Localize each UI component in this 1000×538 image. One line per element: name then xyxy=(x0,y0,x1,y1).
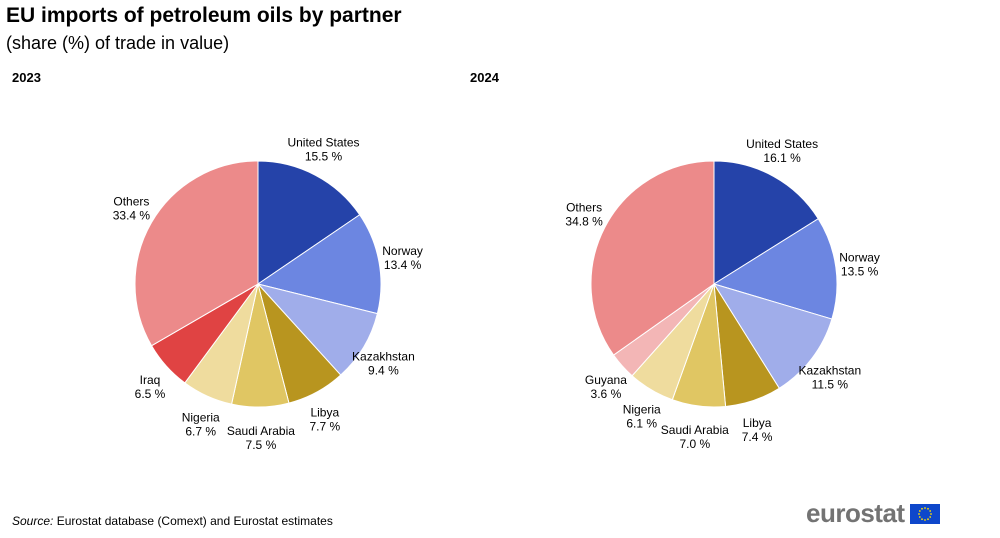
slice-value-2024-united-states: 16.1 % xyxy=(763,151,801,165)
slice-value-2023-iraq: 6.5 % xyxy=(135,387,166,401)
pie-slice-2024-kazakhstan xyxy=(712,283,833,389)
slice-value-2024-guyana: 3.6 % xyxy=(591,387,622,401)
slice-value-2023-libya: 7.7 % xyxy=(309,420,340,434)
slice-label-2023-iraq: Iraq xyxy=(140,373,161,387)
slice-label-2024-norway: Norway xyxy=(839,250,880,264)
pie-slice-2023-others xyxy=(134,160,259,347)
chart-title: EU imports of petroleum oils by partner xyxy=(6,4,402,27)
slice-label-2024-libya: Libya xyxy=(743,416,772,430)
pie-slice-2024-norway xyxy=(712,218,838,320)
slice-value-2023-nigeria: 6.7 % xyxy=(185,424,216,438)
slice-label-2024-saudi-arabia: Saudi Arabia xyxy=(661,423,729,437)
slice-value-2024-libya: 7.4 % xyxy=(742,430,773,444)
slice-label-2023-kazakhstan: Kazakhstan xyxy=(352,349,415,363)
chart-subtitle: (share (%) of trade in value) xyxy=(6,33,230,53)
slice-label-2024-nigeria: Nigeria xyxy=(623,402,661,416)
slice-label-2023-norway: Norway xyxy=(382,244,423,258)
source-note: Source: Eurostat database (Comext) and E… xyxy=(12,514,333,528)
slice-label-2024-kazakhstan: Kazakhstan xyxy=(798,364,861,378)
source-text: Eurostat database (Comext) and Eurostat … xyxy=(56,514,333,528)
slice-value-2024-nigeria: 6.1 % xyxy=(626,416,657,430)
pie-slice-2024-united-states xyxy=(713,160,819,285)
slice-value-2023-norway: 13.4 % xyxy=(384,258,422,272)
eu-flag-icon xyxy=(910,504,940,524)
pie-slice-2024-others xyxy=(590,160,715,356)
slice-value-2024-kazakhstan: 11.5 % xyxy=(812,378,849,392)
pie-slice-2023-united-states xyxy=(257,160,361,285)
slice-value-2023-others: 33.4 % xyxy=(113,209,151,223)
slice-label-2023-others: Others xyxy=(113,195,149,209)
slice-value-2023-saudi-arabia: 7.5 % xyxy=(246,438,277,452)
slice-label-2023-saudi-arabia: Saudi Arabia xyxy=(227,424,295,438)
slice-label-2024-others: Others xyxy=(566,201,602,215)
slice-label-2023-nigeria: Nigeria xyxy=(182,410,220,424)
pie-slice-2023-norway xyxy=(256,214,382,315)
slice-label-2023-united-states: United States xyxy=(287,136,359,150)
slice-value-2023-united-states: 15.5 % xyxy=(305,150,343,164)
slice-value-2024-norway: 13.5 % xyxy=(841,264,879,278)
pie-title-2023: 2023 xyxy=(12,70,41,85)
slice-value-2024-others: 34.8 % xyxy=(565,215,603,229)
pie-title-2024: 2024 xyxy=(470,70,499,85)
slice-label-2024-guyana: Guyana xyxy=(585,373,627,387)
slice-label-2023-libya: Libya xyxy=(310,406,339,420)
slice-value-2024-saudi-arabia: 7.0 % xyxy=(679,437,710,451)
logo-text: eurostat xyxy=(806,498,905,528)
source-label: Source: xyxy=(12,514,54,528)
slice-label-2024-united-states: United States xyxy=(746,137,818,151)
slice-value-2023-kazakhstan: 9.4 % xyxy=(368,363,399,377)
